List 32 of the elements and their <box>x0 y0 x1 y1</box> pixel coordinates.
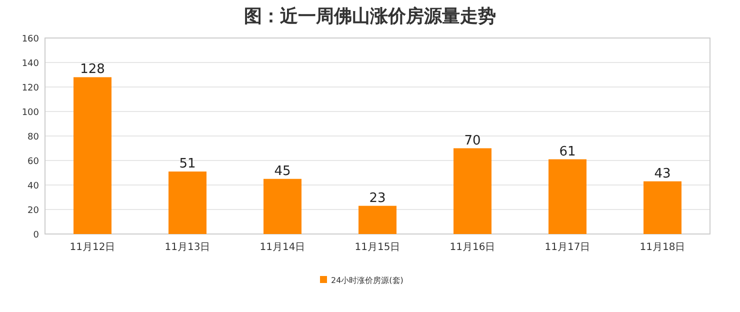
y-tick-label: 80 <box>28 132 40 142</box>
data-label: 51 <box>179 156 196 172</box>
x-tick-label: 11月18日 <box>640 242 686 253</box>
bar <box>74 77 112 234</box>
data-label: 70 <box>464 133 481 148</box>
data-label: 45 <box>274 164 291 179</box>
bar <box>548 159 586 234</box>
x-tick-label: 11月12日 <box>70 242 116 253</box>
bar <box>264 178 302 234</box>
x-tick-label: 11月17日 <box>544 242 590 253</box>
data-label: 23 <box>369 190 386 206</box>
x-tick-label: 11月13日 <box>164 242 210 253</box>
x-tick-label: 11月15日 <box>354 242 400 253</box>
y-tick-label: 40 <box>28 182 40 192</box>
chart-title: 图：近一周佛山涨价房源量走势 <box>244 6 496 27</box>
bar <box>454 148 492 234</box>
y-tick-label: 120 <box>22 84 40 94</box>
y-tick-label: 60 <box>28 157 40 167</box>
bar <box>644 181 682 234</box>
y-tick-label: 0 <box>33 230 40 240</box>
data-label: 43 <box>654 166 671 182</box>
y-tick-label: 140 <box>22 59 40 69</box>
y-tick-label: 160 <box>22 34 40 44</box>
data-label: 128 <box>80 62 105 78</box>
y-tick-label: 100 <box>22 108 40 118</box>
x-tick-label: 11月14日 <box>260 242 306 253</box>
x-tick-label: 11月16日 <box>450 242 496 253</box>
y-tick-label: 20 <box>28 206 40 216</box>
legend-label: 24小时涨价房源(套) <box>331 276 404 285</box>
bar <box>168 172 206 234</box>
data-label: 61 <box>559 144 576 160</box>
bar <box>358 206 396 234</box>
